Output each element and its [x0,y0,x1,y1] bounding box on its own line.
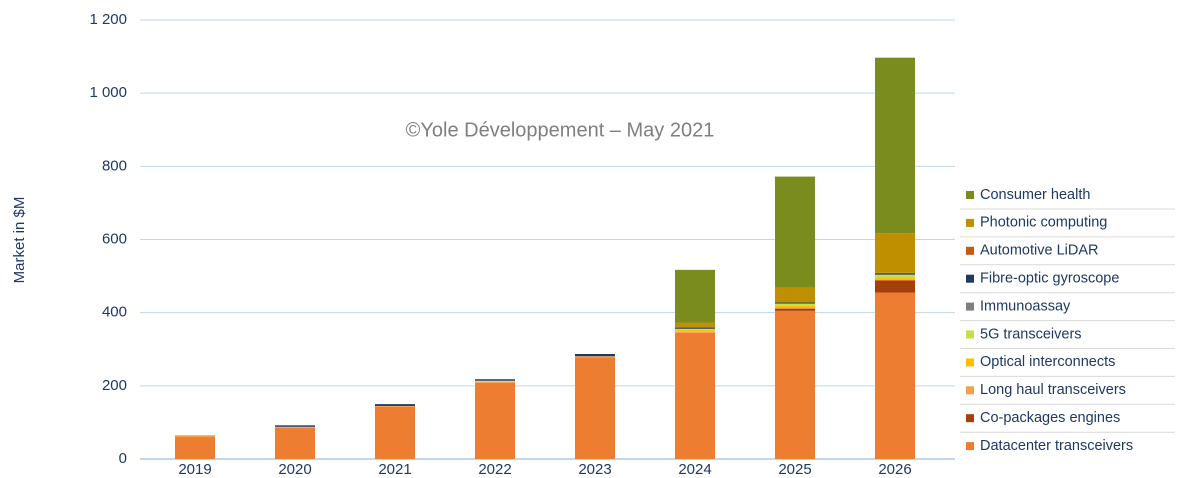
bar-segment [275,427,315,459]
legend-swatch [966,386,974,395]
legend-label: Optical interconnects [980,354,1115,370]
bar-segment [875,273,915,275]
bar-segment [875,277,915,280]
bar-segment [775,305,815,308]
x-tick-label: 2024 [678,461,711,478]
bar-segment [875,279,915,281]
bar-segment [875,272,915,274]
bar-segment [675,269,715,323]
legend: Datacenter transceivers Co-packages engin… [960,187,1175,454]
legend-label: 5G transceivers [980,326,1082,342]
bar-segment [775,287,815,303]
legend-label: Consumer health [980,187,1090,203]
legend-swatch [966,414,974,423]
legend-swatch [966,218,974,227]
legend-label: Photonic computing [980,215,1107,231]
legend-label: Automotive LiDAR [980,243,1098,259]
bar-segment [875,292,915,459]
x-tick-label: 2025 [778,461,811,478]
bar-segment [675,322,715,327]
bar-segment [675,329,715,332]
legend-label: Long haul transceivers [980,382,1126,398]
bar-segment [675,331,715,333]
bar-segment [175,437,215,459]
legend-label: Co-packages engines [980,410,1120,426]
bar-segment [775,176,815,288]
legend-label: Datacenter transceivers [980,438,1133,454]
bar-segment [475,382,515,459]
bar-segment [775,303,815,306]
bar-segment [775,307,815,309]
bar-segment [475,380,515,382]
y-tick-label: 800 [102,157,127,174]
bar-segment [675,326,715,328]
y-tick-label: 1 200 [89,11,127,28]
legend-swatch [966,358,974,367]
bar-segment [875,233,915,273]
bar-segment [375,404,415,406]
y-tick-label: 0 [119,450,127,467]
bar-segment [675,328,715,330]
bar-segment [775,308,815,311]
bar-segment [775,310,815,459]
bar-segment [375,406,415,459]
y-tick-label: 1 000 [89,84,127,101]
bar-segment [175,435,215,438]
legend-label: Immunoassay [980,298,1071,314]
y-tick-label: 200 [102,377,127,394]
x-tick-label: 2019 [178,461,211,478]
x-tick-label: 2020 [278,461,311,478]
y-axis-label: Market in $M [11,197,28,284]
legend-swatch [966,274,974,283]
bar-segment [275,425,315,427]
annotation: ©Yole Développement – May 2021 [406,119,715,141]
x-tick-label: 2023 [578,461,611,478]
bar-segment [275,426,315,428]
bar-segment [575,356,615,358]
bar-segment [875,280,915,293]
y-tick-label: 400 [102,304,127,321]
x-tick-label: 2021 [378,461,411,478]
bar-segment [675,332,715,459]
bar-segment [475,379,515,381]
bar-segment [575,354,615,357]
y-tick-label: 600 [102,230,127,247]
legend-swatch [966,442,974,451]
bar-segment [775,302,815,304]
bar-segment [475,381,515,383]
x-tick-label: 2022 [478,461,511,478]
bar-segment [875,57,915,234]
bar-segment [875,274,915,278]
bar-segment [675,327,715,329]
legend-swatch [966,302,974,311]
legend-swatch [966,191,974,199]
legend-swatch [966,330,974,339]
legend-swatch [966,246,974,255]
bar-segment [575,357,615,459]
legend-label: Fibre-optic gyroscope [980,271,1119,287]
x-tick-label: 2026 [878,461,911,478]
bar-segment [375,405,415,407]
